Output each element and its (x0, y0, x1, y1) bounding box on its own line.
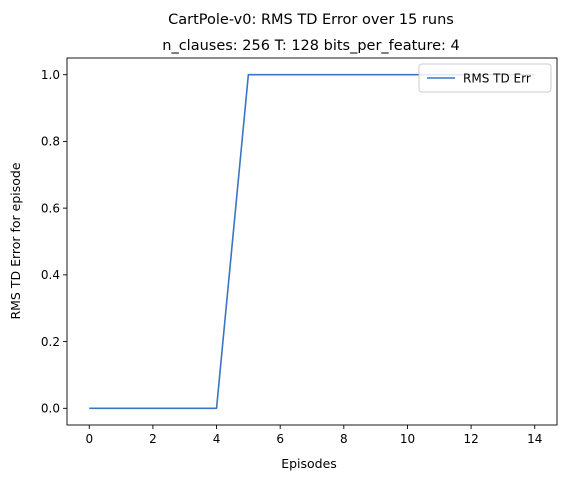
x-axis-ticks: 0 2 4 6 8 10 12 14 (85, 425, 542, 446)
x-tick-label: 14 (527, 432, 542, 446)
y-tick-label: 0.8 (41, 135, 60, 149)
legend: RMS TD Err (418, 63, 552, 93)
x-tick-label: 8 (340, 432, 348, 446)
x-tick-label: 2 (149, 432, 157, 446)
plot-frame (66, 57, 558, 426)
x-tick-label: 10 (400, 432, 415, 446)
y-tick-label: 1.0 (41, 68, 60, 82)
y-tick-label: 0.0 (41, 402, 60, 416)
chart-subtitle: n_clauses: 256 T: 128 bits_per_feature: … (162, 38, 460, 54)
y-axis-ticks: 0.0 0.2 0.4 0.6 0.8 1.0 (41, 68, 67, 416)
plot-area (66, 57, 558, 426)
x-tick-label: 6 (276, 432, 284, 446)
series-layer (89, 73, 535, 410)
chart-title: CartPole-v0: RMS TD Error over 15 runs (168, 12, 454, 28)
y-tick-label: 0.2 (41, 335, 60, 349)
x-tick-label: 12 (463, 432, 478, 446)
x-tick-label: 4 (213, 432, 221, 446)
y-axis-label: RMS TD Error for episode (8, 162, 23, 319)
legend-box (418, 63, 552, 93)
legend-label: RMS TD Err (463, 72, 531, 86)
y-tick-label: 0.6 (41, 201, 60, 215)
x-tick-label: 0 (85, 432, 93, 446)
x-axis-label: Episodes (281, 456, 337, 471)
y-tick-label: 0.4 (41, 268, 60, 282)
series-line (89, 73, 535, 410)
